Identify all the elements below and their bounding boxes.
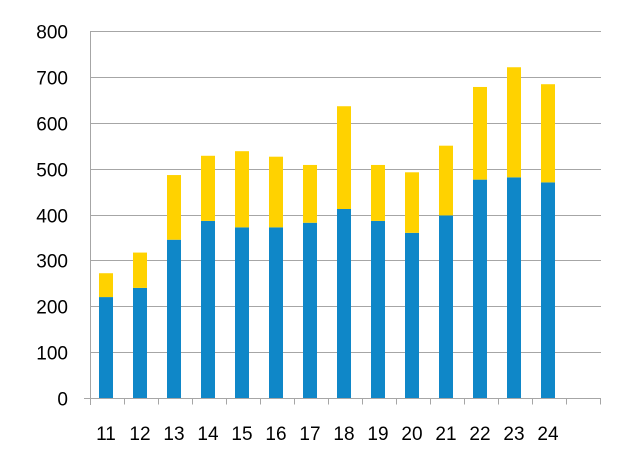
- x-tick-label: 15: [231, 424, 252, 445]
- x-tick-label: 12: [129, 424, 150, 445]
- y-tick-labels: 0 100 200 300 400 500 600 700 800: [36, 23, 68, 411]
- x-tick-label: 17: [299, 424, 320, 445]
- axes: [84, 31, 601, 405]
- bar-segment-series-1-19: [371, 220, 385, 398]
- bar-segment-series-1-11: [99, 297, 113, 398]
- bar-segment-series-2-18: [337, 106, 351, 209]
- bar-segment-series-1-12: [133, 287, 147, 398]
- bar-segment-series-1-24: [541, 182, 555, 398]
- bar-segment-series-2-19: [371, 164, 385, 221]
- y-tick-label: 100: [36, 344, 68, 365]
- y-tick-label: 800: [36, 23, 68, 44]
- x-tick-label: 23: [503, 424, 524, 445]
- y-tick-label: 500: [36, 161, 68, 182]
- y-tick-label: 200: [36, 298, 68, 319]
- bar-segment-series-2-24: [541, 84, 555, 183]
- bar-segment-series-2-12: [133, 252, 147, 288]
- x-tick-label: 24: [537, 424, 559, 445]
- bars: [99, 67, 555, 398]
- x-tick-label: 11: [96, 424, 116, 445]
- bar-segment-series-2-16: [269, 156, 283, 228]
- x-tick-labels: 11 12 13 14 15 16 17 18 19 20 21 22 23 24: [96, 424, 559, 445]
- bar-segment-series-1-18: [337, 208, 351, 398]
- bar-segment-series-1-14: [201, 220, 215, 398]
- bar-segment-series-1-17: [303, 222, 317, 398]
- bar-segment-series-2-20: [405, 172, 419, 233]
- bar-segment-series-1-22: [473, 179, 487, 398]
- x-tick-label: 16: [265, 424, 286, 445]
- bar-segment-series-2-11: [99, 273, 113, 298]
- x-tick-label: 22: [469, 424, 490, 445]
- x-tick-label: 21: [435, 424, 456, 445]
- bar-segment-series-2-15: [235, 151, 249, 228]
- bar-segment-series-2-22: [473, 86, 487, 180]
- bar-segment-series-2-14: [201, 155, 215, 221]
- y-tick-label: 400: [36, 207, 68, 228]
- bar-segment-series-1-20: [405, 232, 419, 398]
- x-tick-label: 14: [197, 424, 219, 445]
- bar-segment-series-1-13: [167, 239, 181, 398]
- y-tick-label: 700: [36, 69, 68, 90]
- bar-segment-series-1-21: [439, 215, 453, 398]
- bar-segment-series-2-13: [167, 175, 181, 240]
- bar-segment-series-2-23: [507, 67, 521, 178]
- x-tick-label: 18: [333, 424, 354, 445]
- bar-segment-series-1-15: [235, 227, 249, 398]
- bar-segment-series-1-23: [507, 177, 521, 398]
- bar-segment-series-2-17: [303, 164, 317, 223]
- x-tick-label: 20: [401, 424, 422, 445]
- y-tick-label: 0: [57, 390, 68, 411]
- x-tick-label: 13: [163, 424, 184, 445]
- bar-segment-series-1-16: [269, 227, 283, 398]
- y-tick-label: 600: [36, 115, 68, 136]
- bar-segment-series-2-21: [439, 145, 453, 216]
- y-tick-label: 300: [36, 252, 68, 273]
- x-tick-label: 19: [367, 424, 388, 445]
